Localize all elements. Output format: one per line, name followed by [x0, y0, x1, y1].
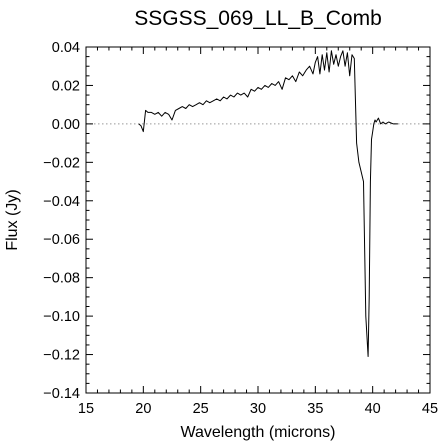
x-axis-label: Wavelength (microns): [180, 424, 335, 441]
chart-title: SSGSS_069_LL_B_Comb: [134, 7, 382, 30]
y-tick-label: 0.02: [52, 78, 80, 94]
y-tick-label: −0.12: [43, 348, 80, 364]
x-tick-label: 30: [250, 401, 266, 417]
series-line-0: [138, 50, 398, 357]
y-tick-label: −0.14: [43, 386, 80, 402]
x-tick-label: 40: [365, 401, 381, 417]
x-tick-label: 15: [78, 401, 94, 417]
y-axis-label: Flux (Jy): [4, 189, 21, 250]
x-tick-label: 20: [135, 401, 151, 417]
x-tick-label: 25: [193, 401, 209, 417]
ticks-layer: 15 20 25 30 35 40 45 0.04 0.02 0.00 −0.02 −0.04 −0.0…: [43, 40, 438, 417]
y-tick-label: 0.00: [52, 117, 80, 133]
y-tick-label: −0.08: [43, 271, 80, 287]
y-tick-label: 0.04: [52, 40, 80, 56]
x-tick-label: 35: [307, 401, 323, 417]
series-layer: [138, 50, 398, 357]
y-tick-label: −0.10: [43, 309, 80, 325]
y-tick-label: −0.04: [43, 194, 80, 210]
x-tick-label: 45: [422, 401, 438, 417]
y-tick-label: −0.06: [43, 232, 80, 248]
y-tick-label: −0.02: [43, 155, 80, 171]
plot-frame: [85, 46, 431, 394]
